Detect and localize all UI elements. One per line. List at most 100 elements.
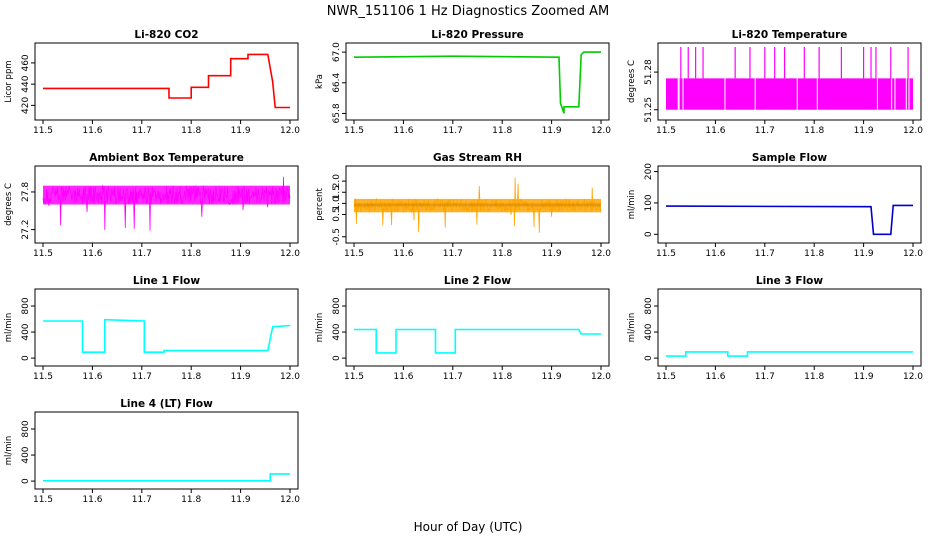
x-tick-label: 11.5 bbox=[344, 126, 364, 136]
x-tick-label: 11.7 bbox=[443, 249, 463, 259]
series-line bbox=[353, 51, 601, 114]
x-tick-label: 12.0 bbox=[280, 249, 300, 259]
x-tick-label: 11.5 bbox=[656, 126, 676, 136]
x-tick-label: 11.9 bbox=[854, 126, 874, 136]
series-band bbox=[666, 78, 913, 110]
x-tick-label: 11.6 bbox=[393, 249, 413, 259]
x-tick-label: 11.9 bbox=[231, 372, 251, 382]
x-tick-label: 11.7 bbox=[132, 126, 152, 136]
y-tick-label: 460 bbox=[21, 54, 31, 71]
plot-area bbox=[353, 177, 602, 233]
x-tick-label: 11.5 bbox=[344, 372, 364, 382]
x-tick-label: 12.0 bbox=[591, 126, 611, 136]
x-tick-label: 11.8 bbox=[181, 126, 201, 136]
y-tick-label: 67.0 bbox=[332, 42, 342, 62]
x-tick-label: 11.8 bbox=[804, 249, 824, 259]
x-tick-label: 11.7 bbox=[443, 126, 463, 136]
panel-7: Line 2 Flow ml/min 11.5 11.6 11.7 11.8 11.9 12.… bbox=[315, 275, 611, 382]
plot-area bbox=[43, 473, 290, 482]
panel-title: Ambient Box Temperature bbox=[89, 152, 244, 164]
x-tick-label: 11.9 bbox=[231, 495, 251, 505]
x-tick-label: 12.0 bbox=[903, 372, 923, 382]
series-line bbox=[43, 318, 291, 354]
y-tick-label: 2.0 bbox=[332, 174, 342, 189]
plot-frame bbox=[345, 288, 610, 367]
x-tick-label: 12.0 bbox=[903, 126, 923, 136]
panel-title: Sample Flow bbox=[752, 152, 827, 164]
y-axis-label: ml/min bbox=[627, 190, 637, 220]
x-tick-label: 11.8 bbox=[804, 372, 824, 382]
x-tick-label: 11.8 bbox=[804, 126, 824, 136]
series-noise bbox=[42, 176, 291, 231]
x-tick-label: 11.6 bbox=[705, 249, 725, 259]
x-tick-label: 11.6 bbox=[393, 372, 413, 382]
plot-frame bbox=[34, 288, 299, 367]
series-line bbox=[43, 473, 290, 482]
y-axis-label: ml/min bbox=[315, 313, 325, 343]
plot-frame bbox=[345, 165, 610, 244]
y-axis-label: degrees C bbox=[4, 183, 14, 226]
x-tick-label: 11.5 bbox=[33, 495, 53, 505]
panel-title: Li-820 Pressure bbox=[431, 29, 524, 41]
plot-frame bbox=[34, 42, 299, 121]
y-tick-label: 65.8 bbox=[332, 103, 342, 123]
x-tick-label: 11.5 bbox=[656, 372, 676, 382]
panel-title: Line 2 Flow bbox=[444, 275, 511, 287]
panel-title: Line 3 Flow bbox=[756, 275, 823, 287]
y-tick-label: 1.5 bbox=[332, 185, 342, 199]
y-tick-label: 200 bbox=[644, 163, 654, 180]
y-tick-label: 27.2 bbox=[21, 220, 31, 240]
y-tick-label: 51.28 bbox=[644, 59, 654, 85]
y-axis-label: ml/min bbox=[4, 313, 14, 343]
y-axis-label: kPa bbox=[315, 74, 325, 89]
plot-area bbox=[665, 204, 913, 236]
y-tick-label: 800 bbox=[21, 420, 31, 437]
panel-8: Line 3 Flow ml/min 11.5 11.6 11.7 11.8 11.9 12.… bbox=[627, 275, 923, 382]
x-tick-label: 11.6 bbox=[82, 249, 102, 259]
series-midline bbox=[354, 203, 601, 207]
panel-3: Ambient Box Temperature degrees C 11.5 11.6… bbox=[4, 152, 300, 259]
x-tick-label: 12.0 bbox=[591, 372, 611, 382]
plot-frame bbox=[657, 165, 922, 244]
plot-frame bbox=[345, 42, 610, 121]
panel-5: Sample Flow ml/min 11.5 11.6 11.7 11.8 11.9 12.… bbox=[627, 152, 923, 259]
x-tick-label: 12.0 bbox=[280, 495, 300, 505]
x-tick-label: 11.6 bbox=[705, 126, 725, 136]
y-tick-label: 0 bbox=[21, 355, 31, 361]
panel-0: Li-820 CO2 Licor ppm 11.5 11.6 11.7 11.8 11.9 1… bbox=[4, 29, 300, 136]
panel-title: Li-820 Temperature bbox=[732, 29, 848, 41]
y-axis-label: percent bbox=[315, 188, 325, 221]
panel-title: Line 4 (LT) Flow bbox=[120, 398, 213, 410]
y-tick-label: 27.8 bbox=[21, 182, 31, 202]
x-tick-label: 11.5 bbox=[656, 249, 676, 259]
plot-area bbox=[43, 318, 291, 354]
series-line bbox=[665, 204, 913, 236]
y-axis-label: Licor ppm bbox=[4, 60, 14, 102]
panel-title: Line 1 Flow bbox=[133, 275, 200, 287]
x-tick-label: 11.6 bbox=[82, 126, 102, 136]
y-axis-label: degrees C bbox=[627, 60, 637, 103]
x-tick-label: 11.7 bbox=[132, 249, 152, 259]
x-tick-label: 11.5 bbox=[344, 249, 364, 259]
x-tick-label: 11.9 bbox=[542, 372, 562, 382]
x-tick-label: 12.0 bbox=[591, 249, 611, 259]
figure-title: NWR_151106 1 Hz Diagnostics Zoomed AM bbox=[327, 4, 610, 19]
y-tick-label: 800 bbox=[332, 297, 342, 314]
x-tick-label: 11.7 bbox=[755, 249, 775, 259]
y-tick-label: 66.4 bbox=[332, 72, 342, 92]
x-tick-label: 11.8 bbox=[492, 372, 512, 382]
plot-area bbox=[42, 176, 291, 231]
x-tick-label: 12.0 bbox=[280, 126, 300, 136]
x-tick-label: 11.8 bbox=[492, 249, 512, 259]
y-axis-label: ml/min bbox=[627, 313, 637, 343]
x-tick-label: 11.6 bbox=[705, 372, 725, 382]
y-tick-label: 1.0 bbox=[332, 196, 342, 211]
panel-1: Li-820 Pressure kPa 11.5 11.6 11.7 11.8 11.9 12… bbox=[315, 29, 611, 136]
panel-title: Li-820 CO2 bbox=[134, 29, 198, 41]
panel-6: Line 1 Flow ml/min 11.5 11.6 11.7 11.8 11.9 12.… bbox=[4, 275, 300, 382]
plot-area bbox=[354, 328, 601, 354]
series-line bbox=[354, 328, 601, 354]
plot-frame bbox=[657, 288, 922, 367]
plot-area bbox=[666, 47, 913, 110]
